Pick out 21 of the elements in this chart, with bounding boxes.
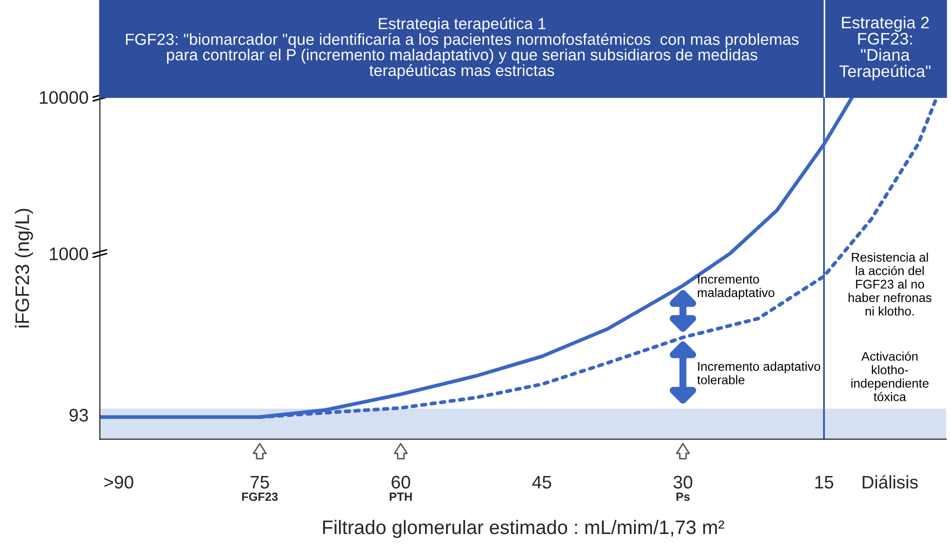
y-tick-label: 10000	[40, 91, 88, 104]
annotation: Resistencia al la acción del FGF23 al no haber nefronas ni klotho.	[848, 252, 932, 316]
annotation: Incremento adaptativo tolerable	[697, 362, 820, 384]
x-axis-title: Filtrado glomerular estimado : mL/mim/1,73 m²	[323, 520, 724, 538]
y-tick-label: 1000	[50, 247, 88, 260]
annotation: Activación klotho- independiente tóxica	[851, 351, 929, 402]
x-tick-label: Diálisis	[862, 475, 918, 489]
chart-title: Estrategia terapeútica 1 FGF23: "biomarcador "que identificaría a los pacientes normofosfatémicos con mas problemas para controlar el P (incremento maladaptativo) y que serian subsidiaros de medidas terapéuticas mas estrictas	[126, 17, 799, 80]
x-tick-label: 60	[392, 476, 410, 489]
x-tick-label: 45	[532, 476, 552, 489]
text: PTH	[390, 492, 412, 501]
x-tick-label: 15	[815, 476, 834, 489]
x-tick-label: 75	[250, 476, 270, 489]
y-axis-title: iFGF23 (ng/L)	[14, 208, 33, 328]
text: Estrategia 2 FGF23: "Diana Terapeútica"	[839, 16, 930, 80]
text: FGF23	[242, 492, 278, 501]
text: Ps	[676, 492, 690, 501]
y-tick-label: 93	[70, 408, 88, 422]
x-tick-label: >90	[104, 476, 134, 489]
x-tick-label: 30	[674, 476, 692, 489]
annotation: Incremento maladaptativo	[698, 274, 774, 300]
